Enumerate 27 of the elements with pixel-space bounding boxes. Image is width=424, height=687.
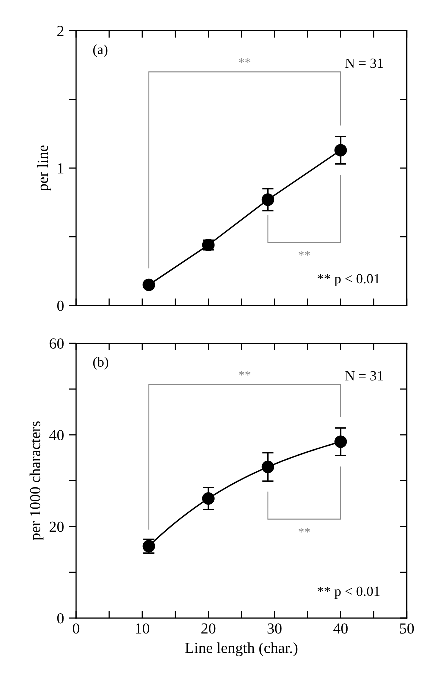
y-tick-label: 0 <box>57 613 64 624</box>
annotation: ** p < 0.01 <box>318 586 380 600</box>
x-tick-label: 40 <box>334 624 348 634</box>
y-tick-label: 0 <box>57 300 64 312</box>
y-tick-label: 60 <box>50 338 64 349</box>
x-tick-label: 0 <box>73 624 80 634</box>
y-axis-title: per line <box>37 146 52 192</box>
annotation: N = 31 <box>346 58 384 68</box>
annotation: ** <box>239 371 251 376</box>
x-axis-title: Line length (char.) <box>185 642 298 656</box>
y-axis-title: per 1000 characters <box>30 422 44 540</box>
point <box>142 278 156 292</box>
x-tick-label: 30 <box>268 624 282 634</box>
annotation: ** <box>298 528 310 533</box>
annotation: ** <box>239 58 251 64</box>
y-tick-label: 40 <box>50 430 64 441</box>
y-tick-label: 2 <box>58 26 64 36</box>
x-tick-label: 10 <box>136 624 150 634</box>
y-tick-label: 20 <box>50 522 64 532</box>
annotation: ** p < 0.01 <box>318 274 380 286</box>
x-tick-label: 20 <box>202 624 216 634</box>
annotation: (a) <box>93 44 108 58</box>
y-tick-label: 1 <box>58 164 64 174</box>
annotation: N = 31 <box>346 371 384 381</box>
annotation: (b) <box>93 357 108 370</box>
x-tick-label: 50 <box>400 624 414 634</box>
annotation: ** <box>298 251 310 256</box>
